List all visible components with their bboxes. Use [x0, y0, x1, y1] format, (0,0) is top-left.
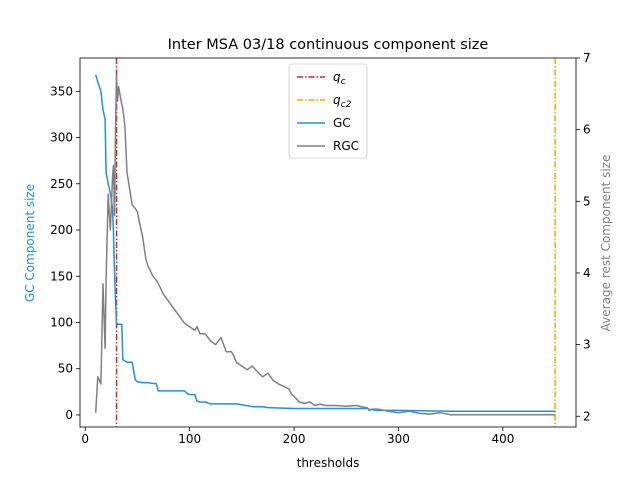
series-gc-line: [94, 74, 556, 413]
y-right-tick-label: 7: [583, 51, 591, 65]
y-right-tick-label: 6: [583, 123, 591, 137]
x-tick-label: 100: [178, 432, 201, 446]
x-tick-label: 0: [81, 432, 89, 446]
x-tick-label: 200: [283, 432, 306, 446]
legend-label-gc: GC: [333, 116, 351, 130]
y-left-tick-label: 250: [50, 177, 73, 191]
axes: 0 100 200 300 400 0 50 100 150 200 250 300 350 2 3 4 5 6 7: [50, 51, 591, 446]
plot-area: [94, 58, 556, 427]
legend: qc qc2 GC RGC: [288, 63, 368, 159]
x-axis-label: thresholds: [297, 456, 360, 470]
legend-label-q-c: qc: [333, 70, 346, 87]
y-left-tick-label: 150: [50, 269, 73, 283]
y-left-tick-label: 50: [58, 362, 73, 376]
y-left-tick-label: 200: [50, 223, 73, 237]
y-axis-label-right: Average rest Component size: [599, 155, 613, 332]
y-axis-label-left: GC Component size: [23, 184, 37, 302]
chart-title: Inter MSA 03/18 continuous component siz…: [168, 37, 489, 53]
y-right-tick-label: 4: [583, 266, 591, 280]
x-tick-label: 400: [491, 432, 514, 446]
x-tick-label: 300: [387, 432, 410, 446]
legend-label-q-c2: qc2: [333, 93, 352, 110]
y-right-tick-label: 5: [583, 194, 591, 208]
series-rgc-line: [94, 75, 556, 416]
y-left-tick-label: 300: [50, 131, 73, 145]
legend-frame: [288, 63, 368, 159]
legend-label-rgc: RGC: [333, 139, 359, 153]
y-left-tick-label: 0: [65, 408, 73, 422]
y-right-tick-label: 3: [583, 338, 591, 352]
plot-frame: [79, 57, 577, 428]
y-left-tick-label: 350: [50, 84, 73, 98]
y-right-tick-label: 2: [583, 409, 591, 423]
y-left-tick-label: 100: [50, 315, 73, 329]
